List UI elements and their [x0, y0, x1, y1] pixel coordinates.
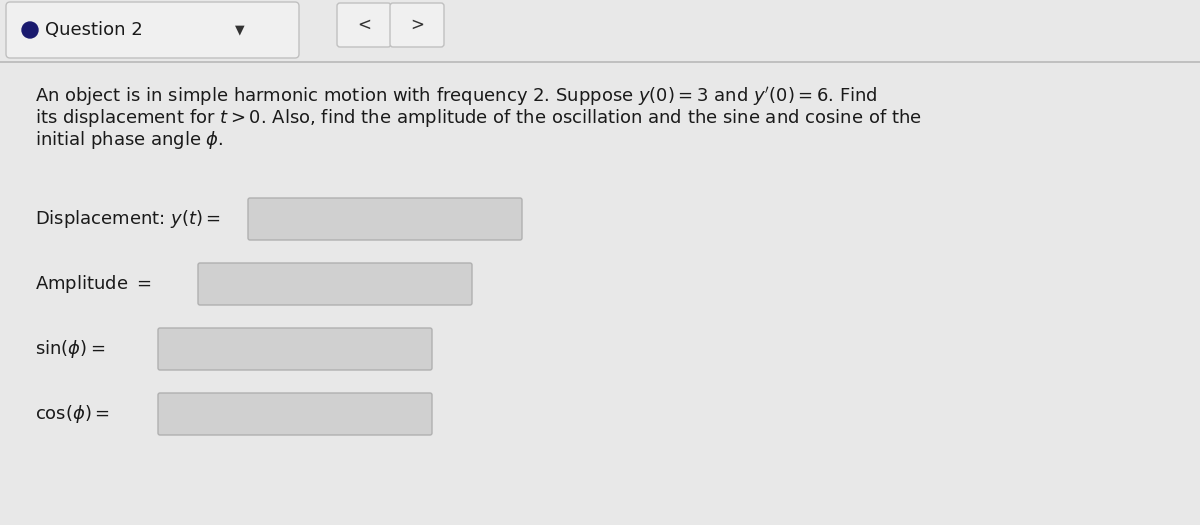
FancyBboxPatch shape	[198, 263, 472, 305]
Text: Displacement: $y(t) =$: Displacement: $y(t) =$	[35, 208, 221, 230]
Text: <: <	[358, 16, 371, 34]
Text: ▼: ▼	[235, 24, 245, 37]
Text: initial phase angle $\phi$.: initial phase angle $\phi$.	[35, 129, 223, 151]
FancyBboxPatch shape	[6, 2, 299, 58]
Text: >: >	[410, 16, 424, 34]
Text: $\sin(\phi) =$: $\sin(\phi) =$	[35, 338, 106, 360]
FancyBboxPatch shape	[248, 198, 522, 240]
FancyBboxPatch shape	[158, 328, 432, 370]
Circle shape	[22, 22, 38, 38]
Text: $\cos(\phi) =$: $\cos(\phi) =$	[35, 403, 110, 425]
Text: Amplitude $=$: Amplitude $=$	[35, 273, 151, 295]
Text: An object is in simple harmonic motion with frequency 2. Suppose $y(0) = 3$ and : An object is in simple harmonic motion w…	[35, 85, 877, 108]
FancyBboxPatch shape	[337, 3, 391, 47]
Text: Question 2: Question 2	[46, 21, 143, 39]
FancyBboxPatch shape	[158, 393, 432, 435]
FancyBboxPatch shape	[390, 3, 444, 47]
Text: its displacement for $t > 0$. Also, find the amplitude of the oscillation and th: its displacement for $t > 0$. Also, find…	[35, 107, 922, 129]
